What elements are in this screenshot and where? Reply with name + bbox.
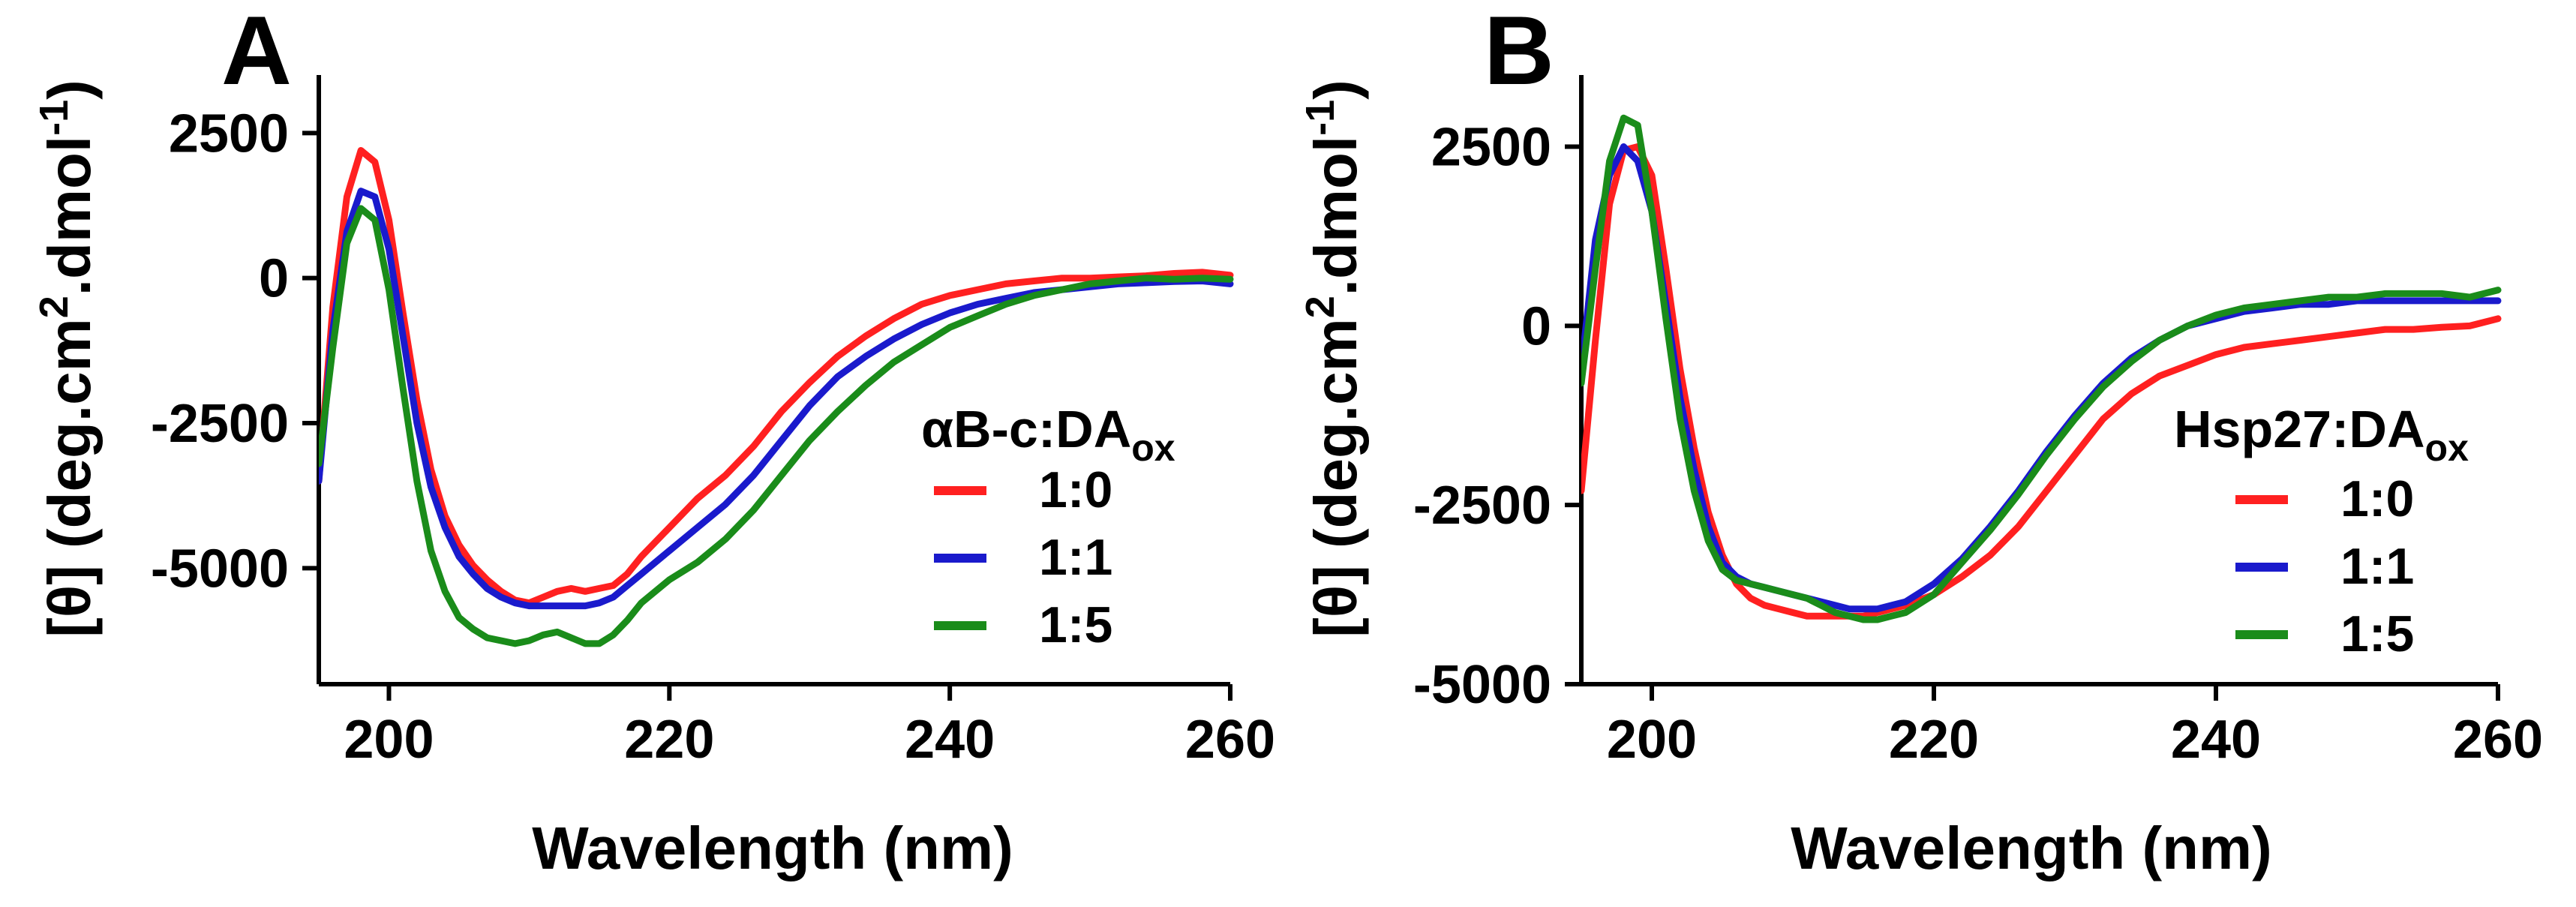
panel-a-x-tick-label: 240 (905, 710, 995, 770)
panel-a-y-axis-title: [θ] (deg.cm2.dmol-1) (32, 80, 103, 638)
panel-b-y-tick-label: 2500 (1431, 118, 1551, 178)
panel-a-legend-title-sub: ox (1131, 427, 1175, 469)
panel-b-legend-label: 1:5 (2340, 605, 2414, 662)
panel-a-ylabel-suffix: ) (36, 80, 103, 100)
panel-b-x-tick-label: 220 (1889, 710, 1979, 770)
panel-b-legend-label: 1:0 (2340, 470, 2414, 527)
panel-a-series-1-0-line (319, 147, 1234, 607)
panel-b-legend: Hsp27:DAox 1:0 1:1 1:5 (2174, 400, 2469, 662)
panel-a-legend-label: 1:1 (1039, 529, 1112, 586)
panel-a-x-axis-title: Wavelength (nm) (532, 815, 1013, 881)
panel-a-x-tick-label: 220 (624, 710, 714, 770)
panel-b-ylabel-suffix: ) (1302, 80, 1369, 100)
panel-b-x-tick-label: 200 (1607, 710, 1697, 770)
panel-a-legend-title-main: αB-c:DA (921, 400, 1131, 458)
panel-a-legend-label: 1:5 (1039, 596, 1112, 653)
panel-a-y-tick-label: 2500 (169, 104, 289, 164)
panel-a-y-tick-label: -5000 (151, 539, 289, 599)
panel-b-x-tick-label: 260 (2453, 710, 2543, 770)
panel-b: B [θ] (deg.cm2.dmol-1) Wavelength (nm) H… (1298, 0, 2543, 881)
panel-b-ylabel-sup2: -1 (1298, 100, 1343, 136)
panel-b-ylabel-sup1: 2 (1298, 296, 1343, 318)
panel-a-x-tick-label: 200 (344, 710, 434, 770)
panel-b-y-tick-label: -5000 (1413, 655, 1551, 715)
panel-b-ylabel-prefix: [θ] (deg.cm (1302, 318, 1369, 637)
panel-a-legend: αB-c:DAox 1:0 1:1 1:5 (921, 400, 1175, 653)
panel-b-ylabel-mid: .dmol (1302, 136, 1369, 296)
panel-b-y-tick-label: 0 (1521, 296, 1551, 356)
panel-a-legend-label: 1:0 (1039, 461, 1112, 518)
panel-a-series-1-5-line (319, 205, 1234, 647)
panel-b-y-axis-title: [θ] (deg.cm2.dmol-1) (1298, 80, 1369, 638)
panel-b-series-1-0-line (1581, 143, 2502, 620)
panel-b-x-axis-title: Wavelength (nm) (1791, 815, 2271, 881)
panel-a-x-tick-label: 260 (1185, 710, 1275, 770)
panel-a-ylabel-prefix: [θ] (deg.cm (36, 318, 103, 637)
panel-b-legend-label: 1:1 (2340, 538, 2414, 595)
panel-b-legend-title: Hsp27:DAox (2174, 400, 2469, 469)
panel-b-legend-title-main: Hsp27:DA (2174, 400, 2425, 458)
panel-a-ylabel-sup2: -1 (32, 100, 77, 136)
panel-a-letter: A (221, 0, 292, 105)
panel-b-y-tick-label: -2500 (1413, 476, 1551, 536)
panel-b-legend-title-sub: ox (2425, 427, 2469, 469)
panel-b-series-1-1-line (1581, 143, 2502, 613)
panel-a-ylabel-mid: .dmol (36, 136, 103, 296)
panel-b-letter: B (1484, 0, 1554, 105)
panel-a-y-tick-label: -2500 (151, 394, 289, 454)
panel-a-y-tick-label: 0 (259, 249, 289, 309)
panel-b-x-tick-label: 240 (2171, 710, 2261, 770)
panel-b-series-1-5-line (1581, 114, 2502, 623)
panel-a-ylabel-sup1: 2 (32, 296, 77, 318)
panel-a-series-1-1-line (319, 188, 1234, 610)
panel-a-legend-title: αB-c:DAox (921, 400, 1175, 469)
panel-a: A [θ] (deg.cm2.dmol-1) Wavelength (nm) α… (32, 0, 1275, 881)
